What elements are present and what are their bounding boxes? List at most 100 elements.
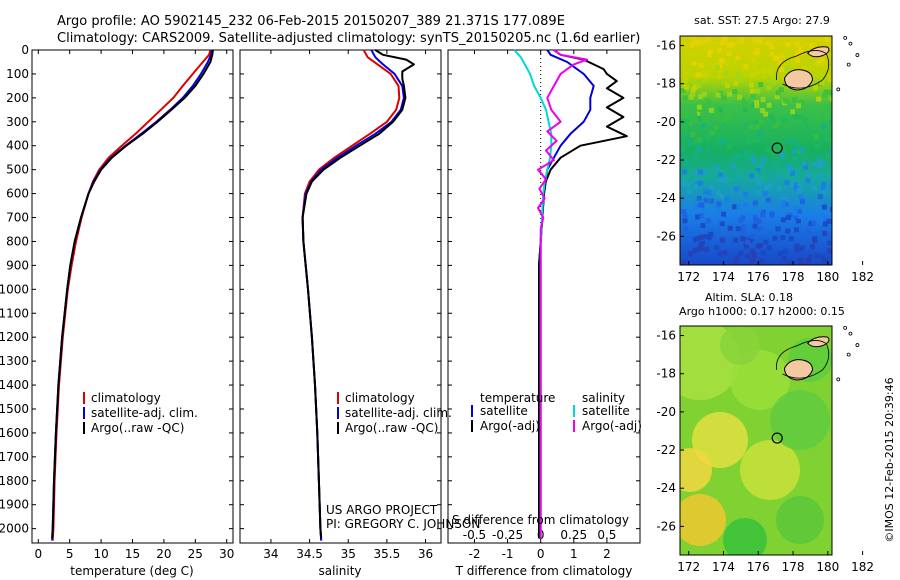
sst-cell	[794, 247, 800, 253]
sst-cell	[687, 141, 693, 147]
sst-cell	[705, 135, 711, 141]
sla-map	[680, 326, 832, 555]
sla-blob	[776, 496, 824, 544]
sst-cell	[817, 162, 822, 168]
sst-cell	[777, 143, 783, 149]
sst-cell	[798, 246, 803, 252]
sst-cell	[735, 55, 741, 61]
sst-cell	[788, 261, 793, 265]
sst-cell	[770, 118, 776, 123]
sst-cell	[796, 171, 802, 177]
sst-cell	[699, 245, 704, 251]
sst-cell	[683, 226, 689, 232]
sst-cell	[785, 228, 791, 234]
sst-cell	[826, 218, 832, 224]
sst-cell	[781, 256, 787, 261]
sst-cell	[780, 217, 786, 223]
sst-cell	[796, 218, 801, 224]
map-y-tick-label: -24	[656, 481, 676, 495]
sst-cell	[680, 147, 685, 153]
sst-cell	[745, 239, 750, 245]
map-y-tick-label: -16	[656, 329, 676, 343]
x-tick-label: 36	[418, 547, 433, 561]
sst-cell	[831, 86, 832, 92]
sst-cell	[740, 215, 746, 221]
sst-cell	[743, 64, 749, 70]
sst-cell	[695, 246, 701, 252]
sst-cell	[746, 155, 752, 161]
sst-cell	[785, 215, 791, 221]
y-tick-label: 800	[6, 234, 29, 248]
sst-cell	[687, 237, 693, 243]
island-vanua-levu	[806, 46, 830, 58]
sst-cell	[819, 255, 825, 261]
sst-cell	[752, 120, 758, 126]
sst-cell	[769, 66, 774, 72]
sst-cell	[691, 61, 697, 67]
sst-cell	[694, 203, 700, 209]
map-y-tick-label: -26	[656, 229, 676, 243]
sst-cell	[698, 125, 704, 131]
sst-cell	[796, 103, 801, 109]
sst-cell	[749, 88, 755, 94]
sla-map-subtitle: Argo h1000: 0.17 h2000: 0.15	[679, 305, 845, 318]
sst-cell	[797, 181, 803, 187]
sst-cell	[769, 51, 775, 57]
sst-cell	[715, 92, 721, 98]
sst-cell	[684, 84, 689, 90]
sst-cell	[706, 190, 712, 196]
islet	[846, 62, 851, 67]
sst-cell	[794, 243, 800, 249]
map-x-tick-label: 180	[816, 270, 839, 284]
sst-cell	[802, 66, 808, 72]
sst-cell	[760, 97, 766, 102]
y-tick-label: 600	[6, 187, 29, 201]
sst-cell	[733, 80, 739, 86]
sst-cell	[802, 116, 808, 122]
sst-cell	[761, 176, 767, 182]
sst-cell	[830, 206, 832, 212]
sst-cell	[734, 128, 740, 134]
salinity-legend: climatology satellite-adj. clim. Argo(..…	[337, 391, 452, 435]
sst-cell	[705, 218, 711, 224]
sst-cell	[696, 50, 701, 56]
sst-cell	[708, 49, 714, 55]
sst-cell	[777, 60, 783, 66]
sst-cell	[756, 177, 762, 183]
s-tick-label: 0.5	[597, 528, 616, 542]
sst-cell	[760, 108, 766, 114]
sst-cell	[823, 89, 829, 95]
sst-cell	[758, 120, 764, 125]
sst-cell	[694, 171, 700, 176]
sst-cell	[681, 180, 687, 186]
sst-cell	[752, 214, 758, 220]
sst-cell	[777, 174, 783, 180]
map-x-tick-label: 172	[677, 270, 700, 284]
sst-map-frame	[679, 35, 833, 266]
sst-cell	[773, 159, 779, 165]
y-tick-label: 1700	[0, 450, 29, 464]
sst-cell	[681, 169, 687, 175]
sst-cell	[746, 53, 752, 59]
sst-cell	[749, 82, 755, 88]
sst-cell	[682, 77, 688, 83]
sst-cell	[743, 202, 749, 208]
sst-cell	[692, 248, 698, 254]
sst-cell	[733, 237, 739, 243]
sst-cell	[821, 204, 827, 210]
sst-cell	[823, 105, 829, 111]
sst-cell	[829, 141, 832, 147]
sst-cell	[759, 168, 765, 174]
map-x-tick-label: 174	[712, 270, 735, 284]
sst-cell	[717, 107, 723, 113]
sst-cell	[704, 174, 710, 180]
islet	[855, 343, 860, 347]
sst-cell	[798, 50, 804, 56]
sst-cell	[685, 44, 691, 50]
sst-cell	[768, 183, 773, 188]
sst-cell	[814, 253, 820, 259]
sst-cell	[805, 172, 811, 178]
sst-cell	[709, 130, 715, 136]
sst-cell	[709, 198, 715, 204]
sst-cell	[755, 137, 761, 143]
